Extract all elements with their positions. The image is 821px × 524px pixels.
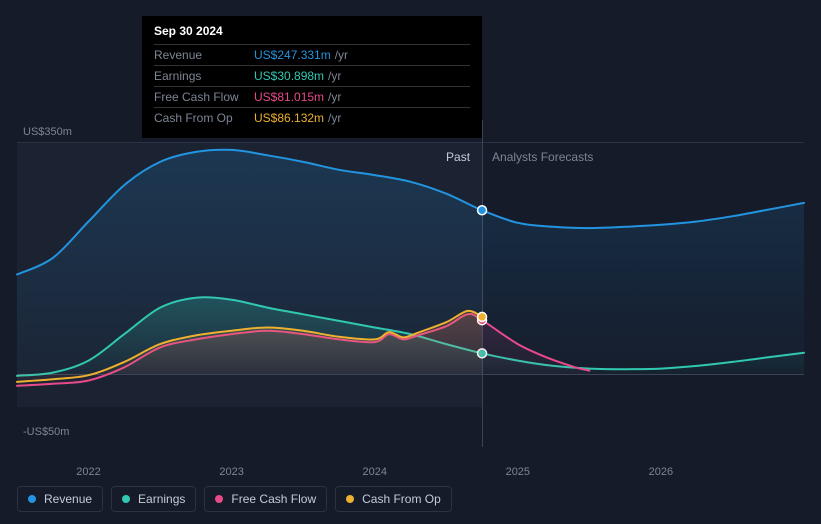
- tooltip-row-unit: /yr: [335, 48, 348, 62]
- x-axis-tick: 2025: [506, 466, 530, 478]
- tooltip-date: Sep 30 2024: [154, 24, 470, 44]
- chart-legend: Revenue Earnings Free Cash Flow Cash From O…: [17, 486, 452, 512]
- tooltip-row-unit: /yr: [328, 69, 341, 83]
- tooltip-row-label: Free Cash Flow: [154, 90, 254, 104]
- x-axis-tick: 2023: [219, 466, 243, 478]
- tooltip-row-label: Earnings: [154, 69, 254, 83]
- x-axis-tick: 2026: [649, 466, 673, 478]
- tooltip-row-label: Revenue: [154, 48, 254, 62]
- legend-item-revenue[interactable]: Revenue: [17, 486, 103, 512]
- legend-dot-icon: [215, 495, 223, 503]
- tooltip-row-value: US$81.015m: [254, 90, 324, 104]
- legend-item-cash-from-op[interactable]: Cash From Op: [335, 486, 452, 512]
- x-axis-tick: 2024: [362, 466, 386, 478]
- legend-dot-icon: [346, 495, 354, 503]
- tooltip-row-unit: /yr: [328, 90, 341, 104]
- chart-tooltip: Sep 30 2024 RevenueUS$247.331m/yrEarning…: [142, 16, 482, 138]
- financial-forecast-chart: US$350mUS$0-US$50m Past Analysts Forecas…: [0, 0, 821, 524]
- tooltip-row: Free Cash FlowUS$81.015m/yr: [154, 86, 470, 107]
- tooltip-row: RevenueUS$247.331m/yr: [154, 44, 470, 65]
- x-axis-tick: 2022: [76, 466, 100, 478]
- series-marker-cash-from-op: [478, 312, 487, 321]
- tooltip-row-label: Cash From Op: [154, 111, 254, 125]
- legend-item-earnings[interactable]: Earnings: [111, 486, 196, 512]
- tooltip-row-value: US$30.898m: [254, 69, 324, 83]
- legend-dot-icon: [122, 495, 130, 503]
- legend-item-free-cash-flow[interactable]: Free Cash Flow: [204, 486, 327, 512]
- tooltip-row: EarningsUS$30.898m/yr: [154, 65, 470, 86]
- legend-dot-icon: [28, 495, 36, 503]
- series-marker-revenue: [478, 206, 487, 215]
- tooltip-row-value: US$247.331m: [254, 48, 331, 62]
- legend-label: Revenue: [44, 492, 92, 506]
- legend-label: Earnings: [138, 492, 185, 506]
- tooltip-row-value: US$86.132m: [254, 111, 324, 125]
- tooltip-row-unit: /yr: [328, 111, 341, 125]
- legend-label: Free Cash Flow: [231, 492, 316, 506]
- legend-label: Cash From Op: [362, 492, 441, 506]
- tooltip-row: Cash From OpUS$86.132m/yr: [154, 107, 470, 128]
